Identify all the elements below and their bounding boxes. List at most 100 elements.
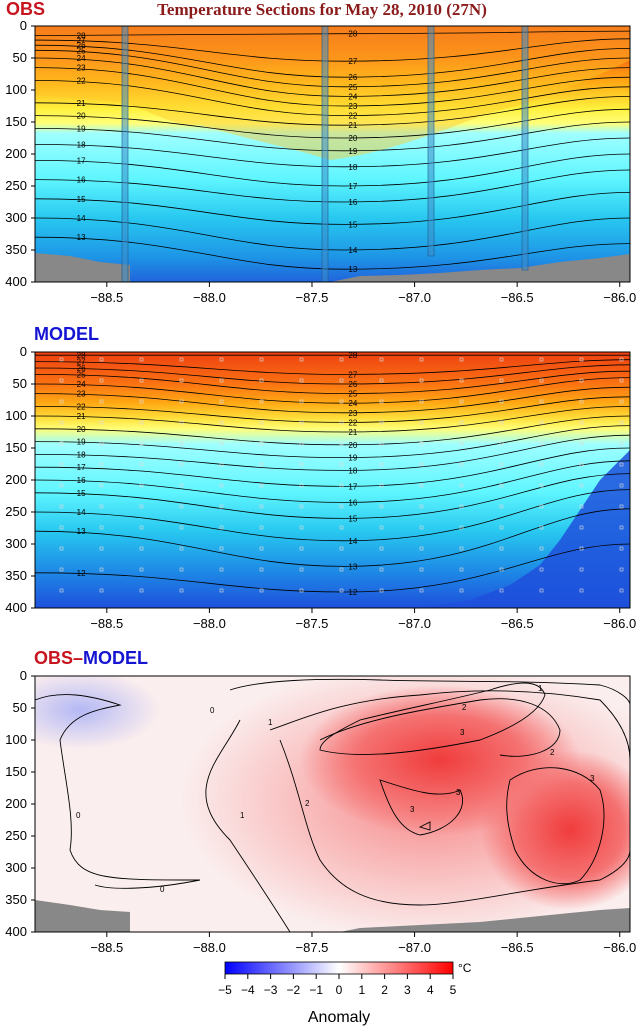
model-grid-point — [139, 546, 144, 551]
colorbar: −5 −4 −3 −2 −1 0 1 2 3 4 5 °C Anomaly — [218, 961, 472, 1026]
contour-label-center: 27 — [348, 57, 357, 66]
y-tick-label: 200 — [5, 796, 27, 811]
model-grid-point — [99, 357, 104, 362]
diff-contour-label: 3 — [410, 805, 415, 814]
model-grid-point — [579, 399, 584, 404]
model-grid-point — [259, 525, 264, 530]
model-grid-point — [299, 462, 304, 467]
model-grid-point — [339, 588, 344, 593]
model-grid-point — [419, 483, 424, 488]
diff-axes: −88.5 −88.0 −87.5 −87.0 −86.5 −86.00501001502… — [5, 668, 636, 955]
model-grid-point — [219, 525, 224, 530]
contour-label-center: 23 — [348, 102, 357, 111]
model-grid-point — [59, 504, 64, 509]
obs-cast-columns — [121, 26, 529, 282]
model-grid-point — [299, 378, 304, 383]
contour-line — [35, 489, 630, 542]
contour-line — [35, 49, 630, 88]
model-grid-point — [299, 546, 304, 551]
model-grid-point — [219, 399, 224, 404]
y-tick-label: 400 — [5, 274, 27, 289]
colorbar-tick-label: 2 — [381, 983, 388, 997]
contour-label-center: 14 — [348, 246, 357, 255]
model-grid-point — [419, 399, 424, 404]
x-tick-label: −86.0 — [603, 940, 636, 955]
model-grid-point — [339, 378, 344, 383]
model-grid-point — [460, 610, 463, 613]
model-grid-point — [539, 378, 544, 383]
model-grid-point — [59, 378, 64, 383]
model-grid-point — [179, 420, 184, 425]
obs-bathymetry-west — [35, 253, 130, 282]
model-panel-label: MODEL — [34, 324, 99, 344]
model-grid-point — [300, 610, 303, 613]
contour-label-center: 15 — [348, 514, 357, 523]
model-grid-point — [579, 483, 584, 488]
contour-label-center: 22 — [348, 112, 357, 121]
colorbar-tick-label: 3 — [404, 983, 411, 997]
contour-label-west: 22 — [77, 402, 86, 411]
contour-line — [35, 543, 630, 593]
contour-line — [35, 386, 630, 414]
model-grid-point — [419, 567, 424, 572]
model-panel: MODEL 28 28272726262525242423232222212120… — [5, 324, 636, 631]
diff-contour-2-top — [319, 698, 561, 757]
y-tick-label: 350 — [5, 568, 27, 583]
model-grid-point — [140, 610, 143, 613]
diff-contour-3-east — [506, 767, 605, 885]
model-grid-point — [219, 378, 224, 383]
model-grid-point — [619, 588, 624, 593]
diff-contour-3-mid — [379, 779, 464, 836]
contour-label-west: 24 — [77, 380, 86, 389]
model-grid-point — [539, 357, 544, 362]
model-grid-point — [459, 567, 464, 572]
model-grid-point — [99, 420, 104, 425]
model-grid-point — [379, 420, 384, 425]
contour-line — [35, 396, 630, 423]
y-tick-label: 0 — [20, 344, 27, 359]
model-grid-point — [220, 610, 223, 613]
model-deep-cold-water — [420, 450, 630, 608]
contour-line — [35, 359, 630, 375]
model-grid-point — [60, 610, 63, 613]
model-grid-point — [499, 546, 504, 551]
contour-label-west: 28 — [77, 32, 86, 41]
diff-contour-label: 3 — [590, 774, 595, 783]
contour-label-center: 25 — [348, 390, 357, 399]
contour-line — [35, 425, 630, 459]
contour-label-west: 27 — [77, 36, 86, 45]
contour-line — [35, 236, 630, 270]
model-grid-point — [99, 399, 104, 404]
model-grid-point — [219, 546, 224, 551]
model-grid-point — [299, 441, 304, 446]
model-grid-point — [219, 420, 224, 425]
model-grid-point — [539, 462, 544, 467]
model-grid-point — [459, 378, 464, 383]
model-grid-point — [619, 483, 624, 488]
model-grid-point — [299, 483, 304, 488]
colorbar-gradient — [224, 961, 454, 975]
y-tick-label: 150 — [5, 764, 27, 779]
model-grid-point — [379, 567, 384, 572]
model-grid-point — [59, 546, 64, 551]
contour-label-center: 13 — [348, 562, 357, 571]
model-grid-point — [139, 567, 144, 572]
contour-label-west: 12 — [77, 569, 86, 578]
contour-line — [35, 44, 630, 78]
model-grid-point — [579, 546, 584, 551]
colorbar-tick-label: 4 — [427, 983, 434, 997]
model-grid-point — [179, 378, 184, 383]
contour-line — [35, 80, 630, 117]
contour-label-west: 13 — [77, 527, 86, 536]
model-grid-point — [59, 483, 64, 488]
model-grid-point — [299, 525, 304, 530]
diff-bathymetry-west — [35, 900, 130, 932]
model-grid-point — [619, 420, 624, 425]
contour-label-center: 17 — [348, 482, 357, 491]
contour-label-center: 23 — [348, 409, 357, 418]
model-grid-point — [339, 525, 344, 530]
contour-label-west: 21 — [77, 412, 86, 421]
model-grid-point — [619, 399, 624, 404]
x-tick-label: −88.0 — [193, 940, 226, 955]
colorbar-tick-label: 5 — [450, 983, 457, 997]
